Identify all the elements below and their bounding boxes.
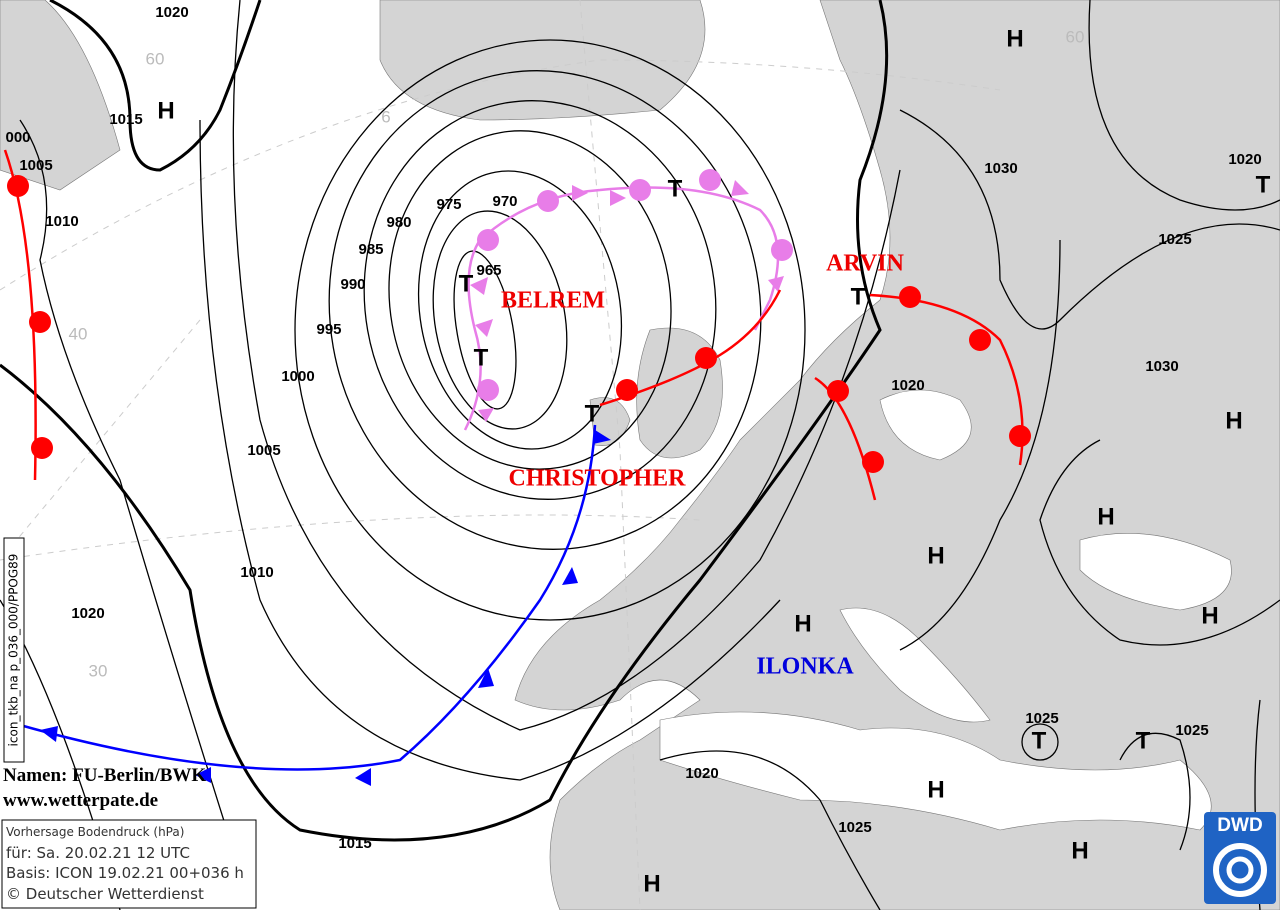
- system-name: BELREM: [501, 288, 605, 314]
- low: T: [585, 400, 600, 427]
- system-name: ILONKA: [756, 654, 854, 680]
- isobar-label: 1025: [1025, 710, 1058, 727]
- isobar-label: 980: [386, 214, 411, 231]
- high: H: [643, 870, 660, 897]
- isobar-label: 1025: [1158, 231, 1191, 248]
- isobar-label: 970: [492, 193, 517, 210]
- system-name: CHRISTOPHER: [509, 466, 687, 492]
- isobar-label: 1030: [1145, 358, 1178, 375]
- isobar-label: 1025: [1175, 722, 1208, 739]
- isobar-label: 975: [436, 196, 461, 213]
- credit: Namen: FU-Berlin/BWK: [3, 765, 206, 786]
- latitude-label: 60: [146, 49, 165, 68]
- high: H: [1201, 602, 1218, 629]
- isobar-label: 1000: [281, 368, 314, 385]
- isobar-label: 1010: [240, 564, 273, 581]
- credit: www.wetterpate.de: [3, 790, 158, 811]
- high: H: [157, 97, 174, 124]
- isobar-label: 1020: [891, 377, 924, 394]
- isobar-label: 1005: [19, 157, 52, 174]
- isobar-label: 1020: [155, 4, 188, 21]
- isobar-label: 1030: [984, 160, 1017, 177]
- dwd-logo: DWD: [1204, 812, 1276, 904]
- latitude-label: 60: [1066, 27, 1085, 46]
- low: T: [1032, 727, 1047, 754]
- logo-text: DWD: [1217, 815, 1262, 836]
- isobar-label: 965: [476, 262, 501, 279]
- latitude-labels: 60 6 40 30 60: [69, 27, 1085, 680]
- isobar-label: 1015: [338, 835, 371, 852]
- sea: [659, 389, 1232, 831]
- info-line: Basis: ICON 19.02.21 00+036 h: [6, 864, 244, 882]
- system-names: BELREM CHRISTOPHER ARVIN ILONKA: [501, 251, 905, 680]
- low: T: [668, 175, 683, 202]
- high: H: [794, 610, 811, 637]
- low: T: [459, 270, 474, 297]
- low: T: [1136, 727, 1151, 754]
- latitude-label: 30: [89, 661, 108, 680]
- latitude-label: 40: [69, 324, 88, 343]
- low: T: [1256, 171, 1271, 198]
- info-box: Vorhersage Bodendruck (hPa) für: Sa. 20.…: [1, 819, 257, 909]
- high: H: [927, 542, 944, 569]
- isobar-label: 1020: [1228, 151, 1261, 168]
- isobar-label: 1010: [45, 213, 78, 230]
- isobar-label: 990: [340, 276, 365, 293]
- side-code-box: icon_tkb_na p_036_000/PPOG89: [3, 537, 25, 763]
- isobar-label: 1005: [247, 442, 280, 459]
- isobar-labels: 1020 1015 000 1005 1010 975 970 980 985 …: [5, 4, 1261, 852]
- info-line: © Deutscher Wetterdienst: [6, 885, 204, 903]
- isobar-label: 1015: [109, 111, 142, 128]
- isobar-label: 995: [316, 321, 341, 338]
- low: T: [474, 344, 489, 371]
- info-line: für: Sa. 20.02.21 12 UTC: [6, 844, 190, 862]
- isobar-label: 985: [358, 241, 383, 258]
- isobar-label: 1020: [685, 765, 718, 782]
- high: H: [1071, 837, 1088, 864]
- isobar-label: 000: [5, 129, 30, 146]
- isobar-label: 1020: [71, 605, 104, 622]
- graticule: [0, 0, 1001, 910]
- isobar-label: 1025: [838, 819, 871, 836]
- high: H: [1006, 25, 1023, 52]
- high: H: [927, 776, 944, 803]
- pressure-centers: H H H H H H H H H H T T T T T T T T: [157, 25, 1270, 897]
- system-name: ARVIN: [826, 251, 904, 277]
- low: T: [851, 283, 866, 310]
- side-code: icon_tkb_na p_036_000/PPOG89: [7, 554, 21, 747]
- fronts: [3, 149, 1031, 786]
- high: H: [1097, 503, 1114, 530]
- high: H: [1225, 407, 1242, 434]
- latitude-label: 6: [381, 107, 390, 126]
- info-line: Vorhersage Bodendruck (hPa): [6, 825, 184, 839]
